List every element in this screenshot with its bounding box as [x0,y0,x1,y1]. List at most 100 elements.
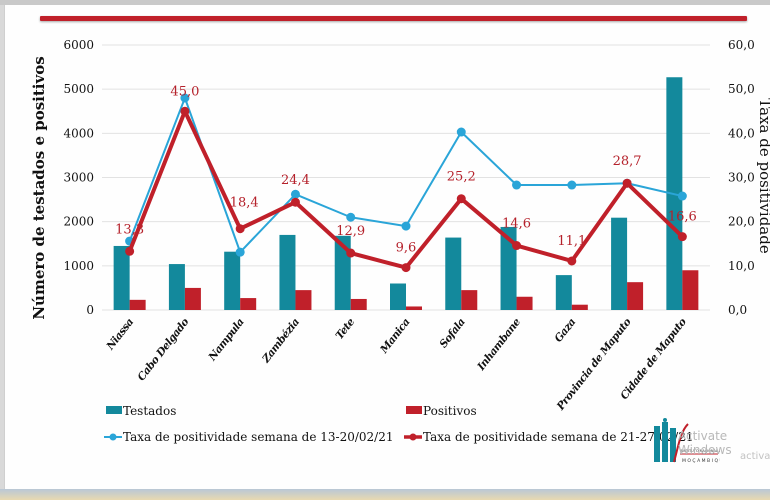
legend-label-week1: Taxa de positividade semana de 13-20/02/… [123,430,393,444]
y-tick-label-right: 30,0 [728,171,755,185]
point-week2 [180,106,190,116]
bar-testados [555,275,572,310]
y-tick-label-right: 60,0 [728,38,755,52]
x-axis-ticks: Niassa Cabo Delgado Nampula Zambézia Tete Man… [104,316,689,413]
data-label: 28,7 [613,154,642,169]
point-week2 [401,263,411,273]
y-tick-label-left: 5000 [63,82,94,96]
legend-label-positivos: Positivos [423,404,477,418]
data-label: 18,4 [230,196,259,211]
x-tick-label: Manica [378,316,413,356]
y-tick-label-left: 2000 [63,215,94,229]
legend: Testados Positivos Taxa de positividade … [104,404,693,444]
y-tick-label-left: 6000 [63,38,94,52]
svg-text:MOÇAMBIQUE: MOÇAMBIQUE [682,458,720,464]
bar-positivos [184,287,201,310]
x-tick-label: Gaza [552,316,578,345]
legend-marker-week2 [409,433,417,441]
svg-text:INSTITUTO NACIONAL DE SAÚDE: INSTITUTO NACIONAL DE SAÚDE [680,448,720,453]
x-tick-label: Zambézia [260,316,303,366]
ins-mocambique-logo: INSTITUTO NACIONAL DE SAÚDE MOÇAMBIQUE [654,418,720,464]
bar-positivos [240,298,257,310]
y-tick-label-left: 1000 [63,259,94,273]
point-week1 [401,221,411,231]
bar-testados [113,245,130,310]
bars [113,77,699,310]
data-label: 11,1 [557,234,586,249]
bar-positivos [461,290,478,310]
data-label: 25,2 [447,170,476,185]
y-tick-label-left: 0 [86,303,94,317]
point-week2 [235,224,245,234]
point-week2 [567,256,577,266]
legend-swatch-testados [106,406,122,414]
lines [125,93,687,273]
x-tick-label: Tete [334,316,358,342]
legend-marker-week1 [109,433,117,441]
legend-swatch-positivos [406,406,422,414]
bar-positivos [350,298,367,310]
data-label: 24,4 [281,173,310,188]
point-week2 [125,246,135,256]
point-week2 [456,194,466,204]
bar-positivos [682,270,699,310]
x-tick-label: Nampula [206,316,247,364]
window-top-bar [0,0,770,5]
bar-positivos [571,304,588,310]
bar-testados [390,283,406,310]
data-label: 16,6 [668,210,697,225]
y-tick-label-left: 3000 [63,171,94,185]
y-axis-right-title: Taxa de positividade [756,98,770,254]
point-week2 [290,197,300,207]
bar-testados [168,264,185,310]
point-week1 [456,127,466,137]
point-week1 [290,189,300,199]
x-tick-label: Niassa [104,316,137,353]
point-week1 [512,180,522,190]
y-axis-right-ticks: 0,0 10,0 20,0 30,0 40,0 50,0 60,0 [728,38,755,317]
point-week2 [622,178,632,188]
bar-positivos [129,299,146,310]
point-week1 [677,191,687,201]
y-tick-label-right: 0,0 [728,303,747,317]
data-label: 45,0 [170,84,199,99]
bar-testados [224,251,241,310]
taskbar-strip [0,489,770,500]
x-tick-label: Inhambane [475,316,524,374]
bar-testados [500,226,517,310]
bar-testados [445,237,462,310]
y-tick-label-right: 10,0 [728,259,755,273]
data-label: 12,9 [336,224,365,239]
point-week2 [346,248,356,258]
activate-windows-watermark-sub: activat [740,451,770,462]
y-tick-label-left: 4000 [63,126,94,140]
point-week2 [512,241,522,251]
legend-label-week2: Taxa de positividade semana de 21-27/02/… [423,430,693,444]
data-label: 14,6 [502,217,531,232]
bar-testados [611,217,628,310]
x-tick-label: Sofala [437,316,468,350]
x-tick-label: Cabo Delgado [135,316,191,383]
header-red-rule [40,16,747,21]
bar-positivos [516,296,533,310]
legend-label-testados: Testados [123,404,176,418]
activate-windows-watermark: Activate Windows [678,429,732,457]
data-label: 13,3 [115,222,144,237]
point-week1 [346,212,356,222]
point-week1 [235,247,245,257]
data-labels: 13,3 45,0 18,4 24,4 12,9 9,6 25,2 14,6 11,1 28,7 1… [115,84,697,255]
data-label: 9,6 [396,241,417,256]
bar-positivos [406,306,422,310]
bar-positivos [627,282,644,310]
point-week2 [677,232,687,242]
point-week1 [180,93,190,103]
y-axis-left-title: Número de testados e positivos [30,56,48,319]
y-axis-left-ticks: 0 1000 2000 3000 4000 5000 6000 [63,38,94,317]
bar-positivos [295,290,312,310]
y-tick-label-right: 40,0 [728,126,755,140]
y-tick-label-right: 50,0 [728,82,755,96]
y-tick-label-right: 20,0 [728,215,755,229]
bar-testados [279,234,296,310]
point-week1 [567,180,577,190]
